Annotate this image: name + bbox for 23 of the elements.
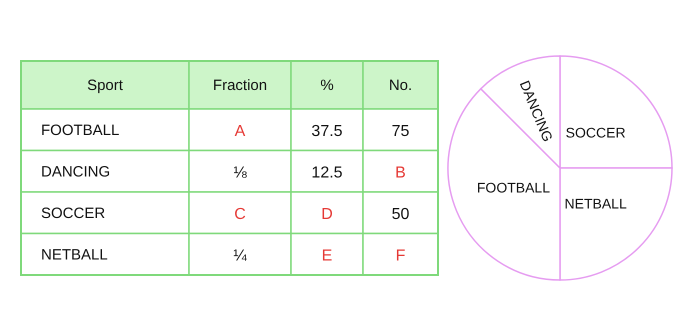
category-label: NETBALL	[41, 246, 108, 264]
category-label: SOCCER	[41, 204, 106, 222]
text: D	[321, 206, 333, 223]
category-label: FOOTBALL	[41, 122, 120, 139]
text: 12.5	[311, 164, 343, 182]
category-label: DANCING	[41, 163, 110, 180]
category-label: Sport	[87, 77, 124, 94]
text: 37.5	[311, 122, 343, 140]
text: ¼	[233, 247, 247, 264]
text: ⅛	[233, 164, 247, 182]
slice-label: NETBALL	[564, 196, 627, 212]
text: F	[396, 247, 406, 264]
text: E	[322, 247, 332, 264]
text: 75	[392, 122, 410, 140]
category-label: %	[320, 77, 334, 94]
text: 50	[392, 206, 410, 223]
slice-label: SOCCER	[566, 124, 626, 140]
text: C	[234, 206, 246, 223]
text: A	[234, 122, 246, 140]
text: B	[395, 164, 406, 182]
slice-label: FOOTBALL	[476, 179, 550, 196]
category-label: Fraction	[212, 77, 268, 94]
category-label: No.	[388, 77, 412, 94]
